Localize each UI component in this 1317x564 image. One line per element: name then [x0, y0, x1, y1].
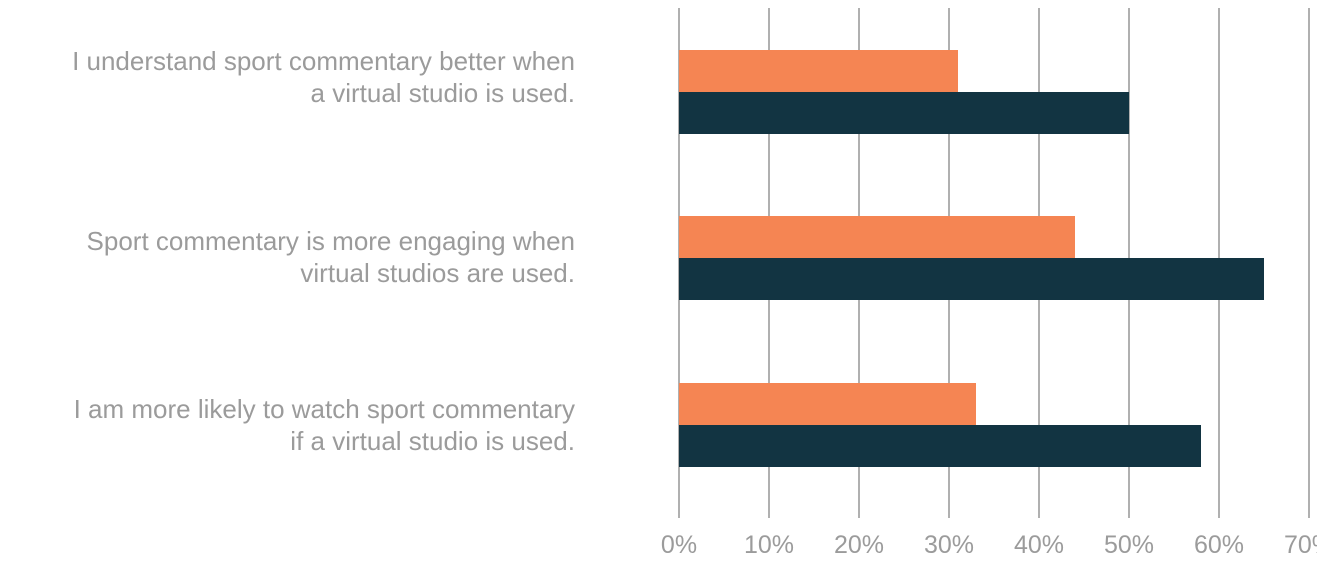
bars	[679, 50, 1264, 467]
bar-series1-category1	[679, 50, 958, 92]
category-label-line: Sport commentary is more engaging when	[87, 226, 575, 256]
category-labels: I understand sport commentary better whe…	[72, 46, 575, 456]
x-tick-label-0: 0%	[661, 531, 697, 559]
bar-series1-category3	[679, 383, 976, 425]
bar-series2-category1	[679, 92, 1129, 134]
x-tick-label-30: 30%	[924, 531, 974, 559]
x-axis-tick-labels: 0% 10% 20% 30% 40% 50% 60% 70%	[661, 531, 1317, 559]
category-label-line: I understand sport commentary better whe…	[72, 46, 575, 76]
x-tick-label-10: 10%	[744, 531, 794, 559]
category-label-line: a virtual studio is used.	[311, 78, 575, 108]
bar-series1-category2	[679, 216, 1075, 258]
bar-series2-category3	[679, 425, 1201, 467]
category-label-line: virtual studios are used.	[300, 258, 575, 288]
category-label-3: I am more likely to watch sport commenta…	[74, 394, 575, 456]
x-tick-label-20: 20%	[834, 531, 884, 559]
category-label-line: I am more likely to watch sport commenta…	[74, 394, 575, 424]
x-tick-label-60: 60%	[1194, 531, 1244, 559]
category-label-line: if a virtual studio is used.	[290, 426, 575, 456]
x-tick-label-70: 70%	[1284, 531, 1317, 559]
category-label-2: Sport commentary is more engaging when vi…	[87, 226, 575, 288]
category-label-1: I understand sport commentary better whe…	[72, 46, 575, 108]
bar-series2-category2	[679, 258, 1264, 300]
x-tick-label-40: 40%	[1014, 531, 1064, 559]
x-tick-label-50: 50%	[1104, 531, 1154, 559]
